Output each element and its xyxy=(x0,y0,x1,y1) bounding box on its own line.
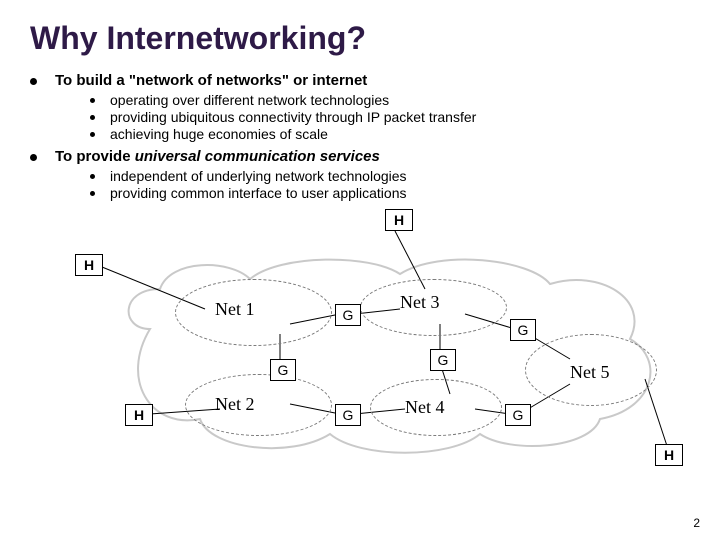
bullet-sub-1a: operating over different network technol… xyxy=(90,92,690,108)
bullet-text-em: universal communication services xyxy=(135,148,380,165)
bullet-text: To provide universal communication servi… xyxy=(55,148,380,165)
gateway-node: G xyxy=(335,304,361,326)
bullet-dot xyxy=(90,115,95,120)
bullet-text: To build a "network of networks" or inte… xyxy=(55,72,367,89)
host-node: H xyxy=(125,404,153,426)
bullet-dot xyxy=(30,78,37,85)
gateway-node: G xyxy=(510,319,536,341)
gateway-node: G xyxy=(505,404,531,426)
bullet-sub-1c: achieving huge economies of scale xyxy=(90,126,690,142)
bullet-dot xyxy=(90,174,95,179)
host-node: H xyxy=(75,254,103,276)
label-net4: Net 4 xyxy=(405,397,445,418)
bullet-dot xyxy=(90,98,95,103)
page-title: Why Internetworking? xyxy=(30,20,690,57)
network-diagram: Net 1 Net 2 Net 3 Net 4 Net 5 H H H H G … xyxy=(30,209,690,469)
bullet-text-pre: To provide xyxy=(55,148,135,165)
host-node: H xyxy=(655,444,683,466)
gateway-node: G xyxy=(270,359,296,381)
bullet-text: independent of underlying network techno… xyxy=(110,168,407,184)
bullet-text: achieving huge economies of scale xyxy=(110,126,328,142)
gateway-node: G xyxy=(430,349,456,371)
bullet-sub-1b: providing ubiquitous connectivity throug… xyxy=(90,109,690,125)
bullet-sub-2b: providing common interface to user appli… xyxy=(90,185,690,201)
label-net3: Net 3 xyxy=(400,292,440,313)
bullet-dot xyxy=(90,132,95,137)
bullet-main-2: To provide universal communication servi… xyxy=(30,148,690,165)
bullet-main-1: To build a "network of networks" or inte… xyxy=(30,72,690,89)
bullet-text: providing ubiquitous connectivity throug… xyxy=(110,109,476,125)
host-node: H xyxy=(385,209,413,231)
bullet-sub-2a: independent of underlying network techno… xyxy=(90,168,690,184)
bullet-text: providing common interface to user appli… xyxy=(110,185,407,201)
label-net1: Net 1 xyxy=(215,299,255,320)
subnet-net2 xyxy=(185,374,332,436)
label-net2: Net 2 xyxy=(215,394,255,415)
bullet-dot xyxy=(30,154,37,161)
label-net5: Net 5 xyxy=(570,362,610,383)
bullet-text: operating over different network technol… xyxy=(110,92,389,108)
gateway-node: G xyxy=(335,404,361,426)
bullet-dot xyxy=(90,191,95,196)
slide-number: 2 xyxy=(693,516,700,530)
